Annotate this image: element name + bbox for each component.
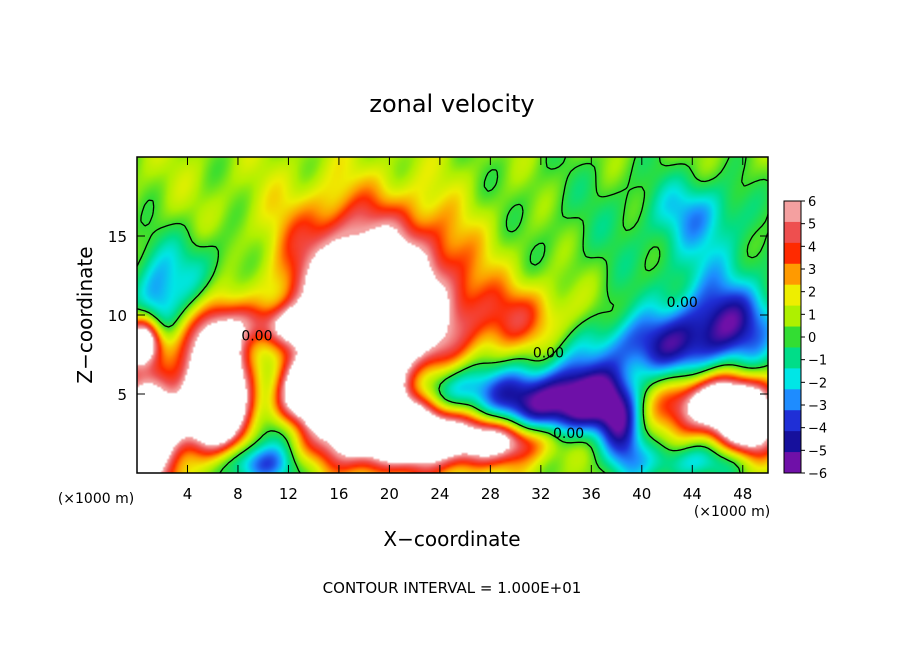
colorbar-swatch bbox=[784, 347, 801, 369]
colorbar-swatch bbox=[784, 389, 801, 411]
x-axis: 4 8 12 16 20 24 28 32 36 40 44 48 bbox=[183, 157, 752, 503]
colorbar-tick-label: 2 bbox=[808, 286, 816, 301]
x-tick-label: 32 bbox=[531, 485, 550, 503]
contour-label: 0.00 bbox=[553, 426, 584, 442]
colorbar-swatch bbox=[784, 201, 801, 223]
z-unit-label: (×1000 m) bbox=[58, 491, 134, 507]
x-tick-label: 20 bbox=[380, 485, 399, 503]
colorbar-tick-label: 6 bbox=[808, 195, 816, 210]
x-tick-label: 8 bbox=[233, 485, 243, 503]
colorbar-tick-label: −4 bbox=[808, 422, 827, 437]
x-tick-label: 4 bbox=[183, 485, 193, 503]
colorbar-swatch bbox=[784, 326, 801, 348]
colorbar-swatch bbox=[784, 368, 801, 390]
colorbar-tick-label: −3 bbox=[808, 399, 827, 414]
x-tick-label: 48 bbox=[733, 485, 752, 503]
x-tick-label: 24 bbox=[430, 485, 449, 503]
x-tick-label: 16 bbox=[329, 485, 348, 503]
x-tick-label: 36 bbox=[582, 485, 601, 503]
contour-labels: 0.00 0.00 0.00 0.00 bbox=[241, 295, 697, 442]
y-axis: 5 10 15 bbox=[108, 228, 768, 404]
colorbar-swatch bbox=[784, 242, 801, 265]
chart-title: zonal velocity bbox=[369, 90, 534, 118]
colorbar-swatch bbox=[784, 221, 801, 244]
colorbar-tick-label: −1 bbox=[808, 354, 827, 369]
colorbar bbox=[783, 200, 802, 474]
colorbar-tick-label: 1 bbox=[808, 308, 816, 323]
y-axis-label: Z−coordinate bbox=[73, 246, 97, 383]
colorbar-tick-label: 4 bbox=[808, 240, 816, 255]
contour-label: 0.00 bbox=[241, 328, 272, 344]
velocity-field bbox=[137, 157, 768, 473]
contour-label: 0.00 bbox=[667, 295, 698, 311]
contour-interval-note: CONTOUR INTERVAL = 1.000E+01 bbox=[323, 579, 582, 597]
velocity-field-image bbox=[137, 157, 768, 473]
colorbar-tick-label: −5 bbox=[808, 444, 827, 459]
colorbar-swatch bbox=[784, 263, 801, 286]
x-tick-label: 28 bbox=[481, 485, 500, 503]
colorbar-tick-label: −2 bbox=[808, 376, 827, 391]
x-tick-label: 12 bbox=[279, 485, 298, 503]
colorbar-swatch bbox=[784, 410, 801, 432]
y-tick-label: 5 bbox=[117, 386, 127, 404]
y-tick-label: 10 bbox=[108, 307, 127, 325]
colorbar-tick-label: 5 bbox=[808, 218, 816, 233]
colorbar-swatch bbox=[784, 431, 801, 453]
colorbar-swatch bbox=[784, 452, 801, 474]
y-tick-label: 15 bbox=[108, 228, 127, 246]
zero-contours bbox=[137, 157, 768, 473]
x-axis-label: X−coordinate bbox=[383, 527, 520, 551]
colorbar-tick-label: 3 bbox=[808, 263, 816, 278]
colorbar-ticks: 6 5 4 3 2 1 0 −1 −2 −3 −4 −5 −6 bbox=[801, 195, 827, 482]
zero-contour-line bbox=[137, 157, 768, 473]
colorbar-tick-label: 0 bbox=[808, 331, 816, 346]
colorbar-tick-label: −6 bbox=[808, 467, 827, 482]
x-unit-label: (×1000 m) bbox=[694, 504, 770, 520]
contour-label: 0.00 bbox=[533, 346, 564, 362]
x-tick-label: 44 bbox=[683, 485, 702, 503]
x-tick-label: 40 bbox=[632, 485, 651, 503]
colorbar-swatch bbox=[784, 284, 801, 307]
colorbar-swatch bbox=[784, 305, 801, 328]
